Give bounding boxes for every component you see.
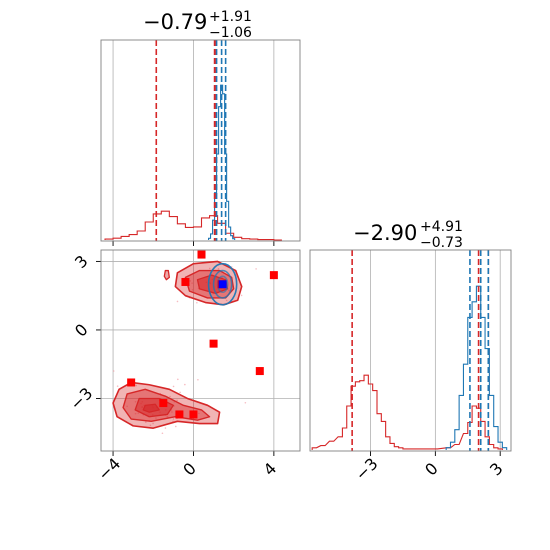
marker-red-square (127, 378, 136, 387)
sample-dot (225, 299, 228, 302)
sample-dot (155, 417, 157, 419)
sample-dot (172, 385, 175, 388)
contour-blue-3 (216, 275, 229, 294)
hist-panel-param2: −3 0 3 (309, 249, 512, 484)
marker-red-square (209, 339, 218, 348)
xtick-label-param2: 0 (421, 459, 442, 480)
contour-blue-1 (207, 262, 238, 306)
title-upper-param2: +4.91 (420, 219, 463, 235)
sample-dot (172, 418, 175, 420)
marker-red-square (189, 410, 198, 419)
sample-dot (149, 424, 152, 427)
xtick-label-joint: −4 (94, 454, 124, 484)
sample-dot (161, 432, 164, 435)
sample-dot (184, 383, 186, 386)
sample-dot (198, 412, 200, 415)
hist-red-param2 (311, 374, 503, 450)
sample-dot (134, 401, 137, 403)
ytick-label-joint: −3 (66, 384, 96, 414)
marker-red-square (269, 271, 278, 280)
xtick-label-joint: 4 (260, 459, 281, 480)
frame-param1 (100, 39, 301, 242)
sample-dot (112, 370, 115, 372)
titles: −0.79 +1.91 −1.06 −2.90 +4.91 −0.73 (143, 9, 463, 251)
marker-red-square (255, 367, 264, 376)
sample-dot (208, 267, 211, 270)
contour-red-lower-4 (142, 403, 160, 413)
sample-dot (189, 280, 192, 282)
frame-param2 (309, 249, 512, 452)
sample-dot (166, 415, 169, 418)
sample-dot (177, 378, 179, 381)
sample-dot (255, 268, 257, 270)
sample-dot (134, 412, 137, 415)
sample-dot (179, 391, 181, 394)
contour-blue-2 (212, 269, 233, 299)
sample-dot (244, 401, 247, 404)
hist-red-param1 (104, 210, 282, 241)
sample-dot (240, 294, 243, 297)
marker-red-square (175, 410, 184, 419)
sample-dot (228, 289, 230, 292)
marker-red-square (197, 250, 206, 259)
sample-dot (201, 246, 203, 248)
sample-dot (116, 385, 119, 387)
joint-panel: −4 0 4 3 0 −3 (66, 246, 301, 484)
hist-blue-param2 (445, 285, 508, 450)
sample-dot (164, 427, 167, 429)
sample-dot (197, 378, 199, 381)
marker-red-square (181, 277, 190, 286)
marker-blue-square (218, 280, 227, 289)
sample-dot (135, 384, 138, 387)
sample-dot (191, 282, 193, 284)
ytick-label-joint: 3 (71, 251, 92, 272)
sample-dot (176, 300, 179, 303)
xtick-label-param2: 3 (486, 459, 507, 480)
sample-dot (191, 288, 194, 291)
xtick-label-param2: −3 (352, 454, 382, 484)
sample-dot (126, 405, 128, 408)
title-median-param2: −2.90 (353, 221, 417, 245)
title-median-param1: −0.79 (143, 10, 207, 34)
title-lower-param1: −1.06 (209, 25, 252, 41)
xtick-label-joint: 0 (179, 459, 200, 480)
marker-red-square (159, 399, 168, 408)
hist-panel-param1 (100, 39, 301, 246)
sample-dot (217, 268, 220, 270)
sample-dot (176, 399, 178, 402)
frame-joint (100, 249, 301, 452)
sample-dot (196, 301, 198, 304)
ytick-label-joint: 0 (71, 320, 92, 341)
title-lower-param2: −0.73 (420, 235, 463, 251)
contour-red-upper-small (163, 269, 170, 281)
contour-red-upper-3 (196, 274, 229, 295)
sample-dot (171, 411, 173, 413)
title-upper-param1: +1.91 (209, 9, 252, 25)
sample-dot (137, 412, 140, 414)
sample-dot (152, 422, 154, 425)
sample-dot (145, 421, 147, 423)
sample-dot (169, 395, 171, 398)
sample-dot (175, 425, 177, 428)
